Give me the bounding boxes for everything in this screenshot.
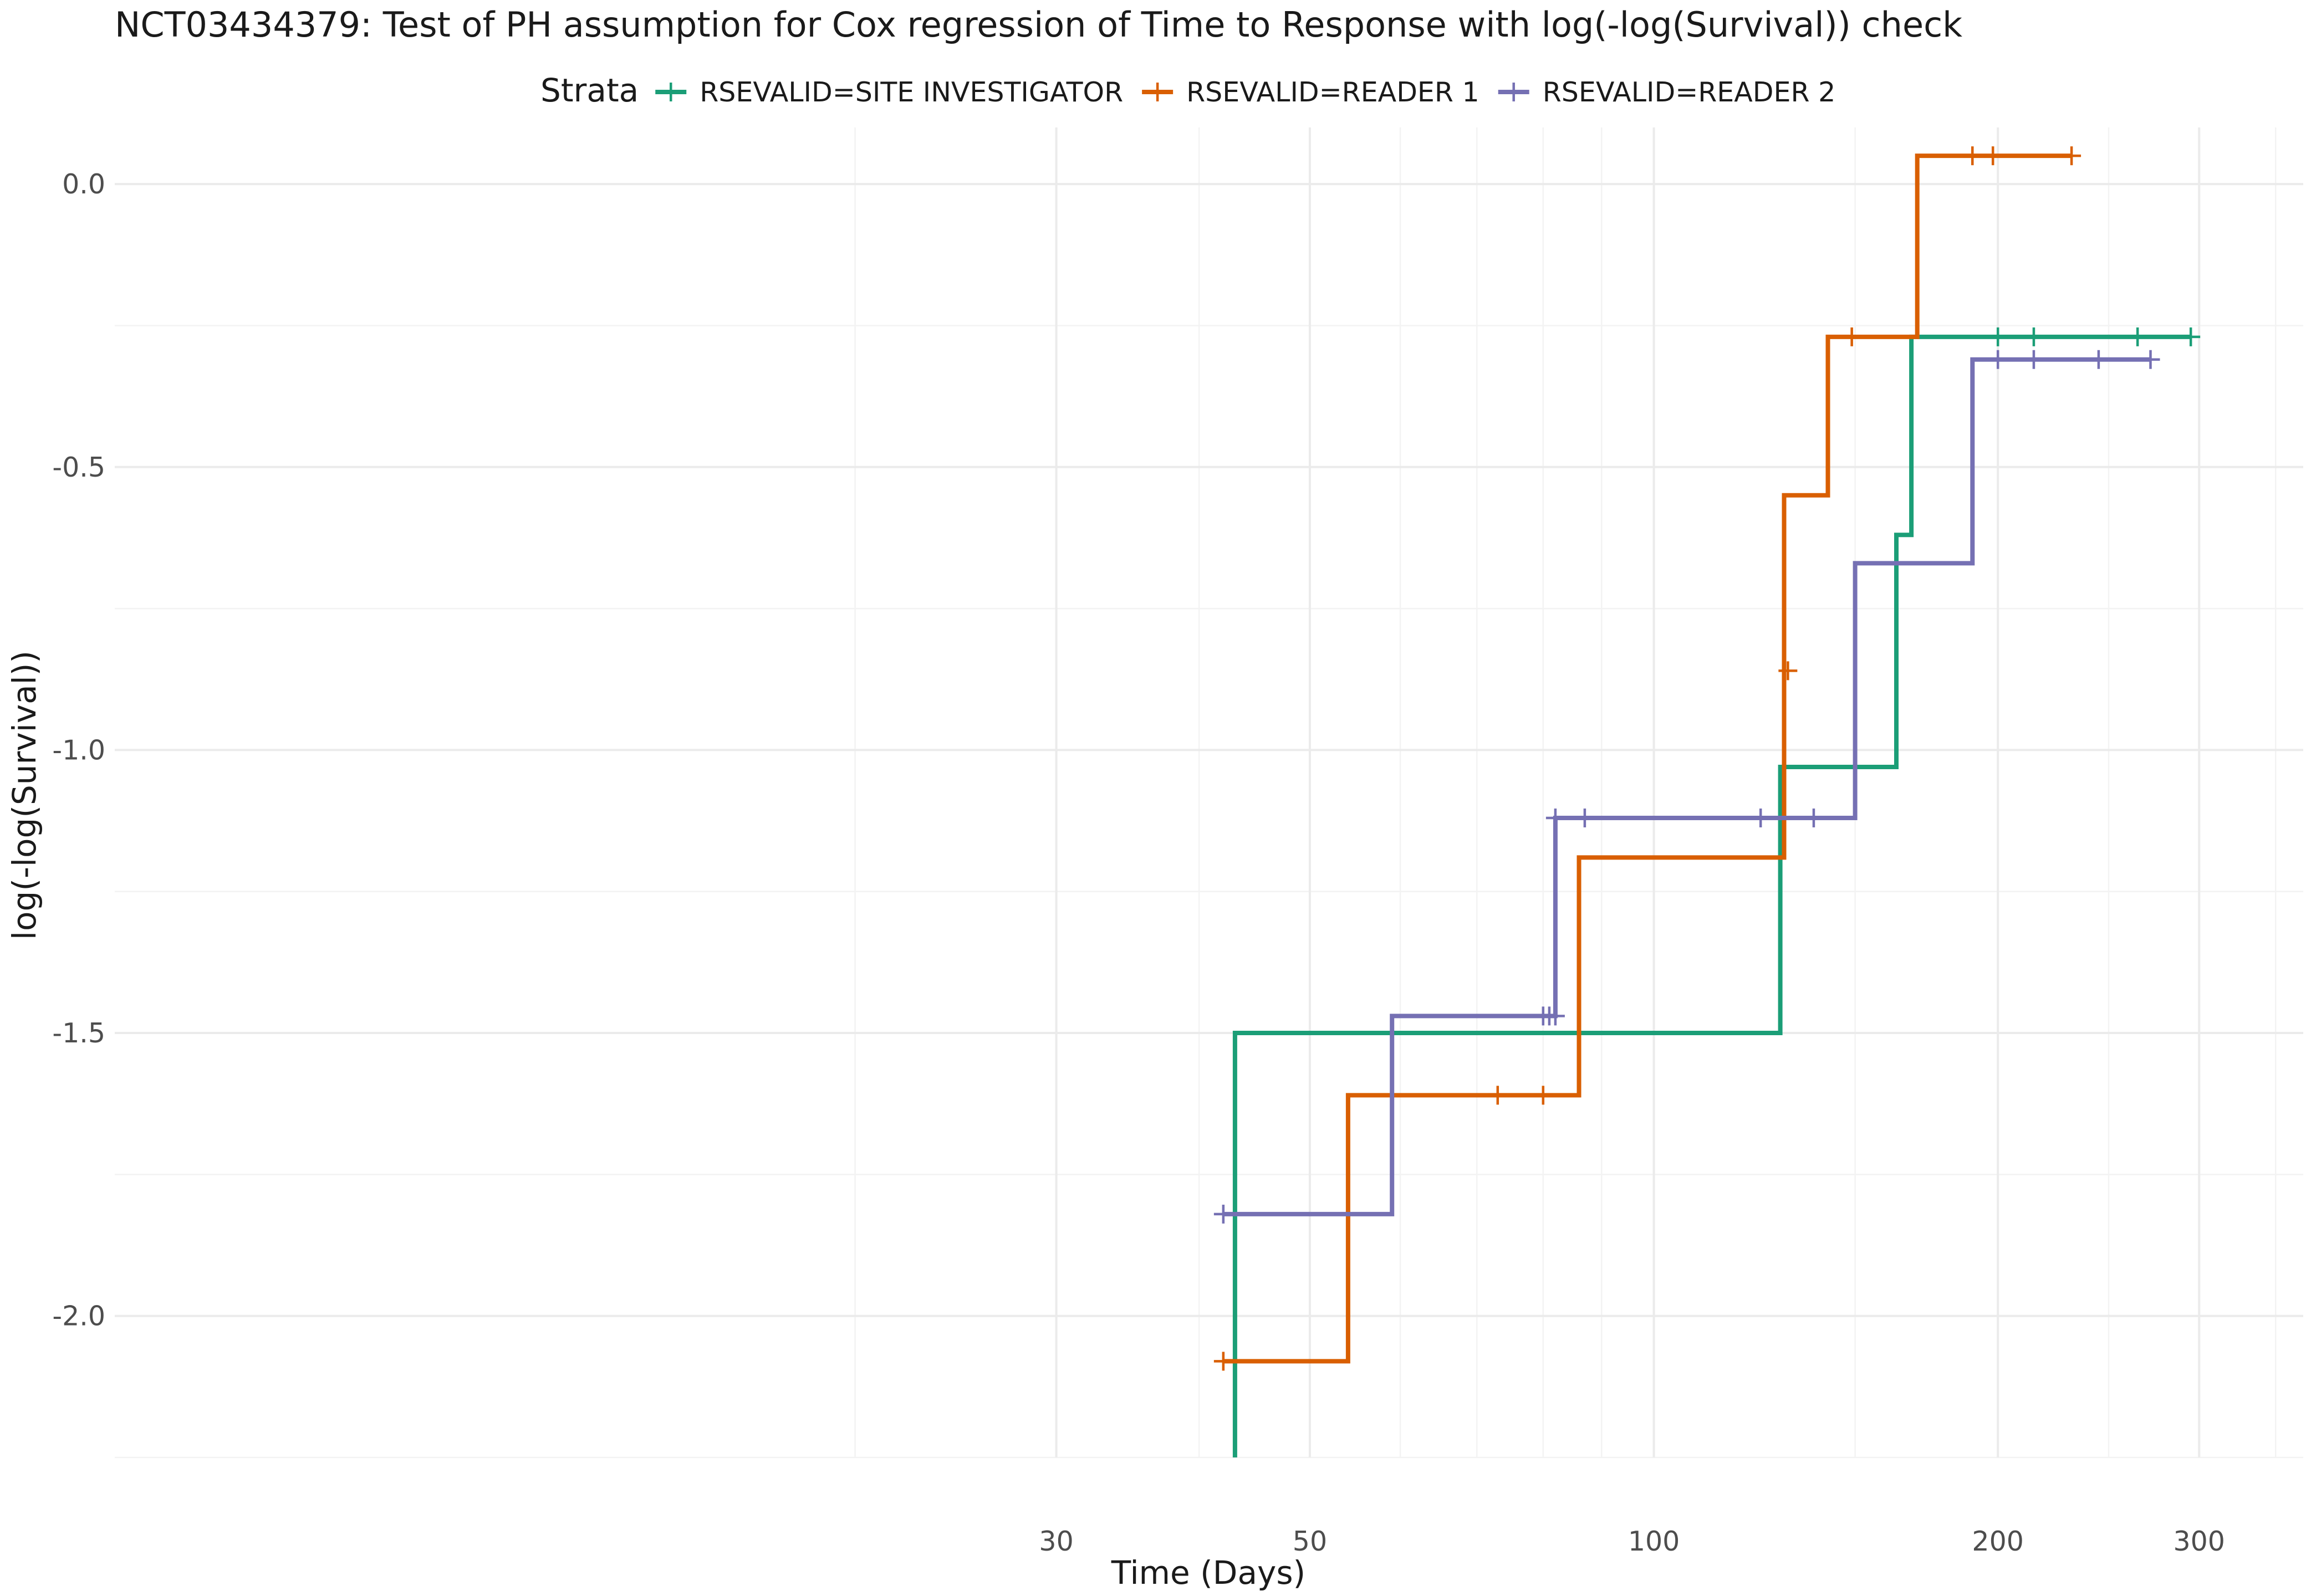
series-layer xyxy=(1213,146,2201,1457)
x-tick-label: 100 xyxy=(1628,1526,1680,1557)
x-tick-label: 50 xyxy=(1293,1526,1327,1557)
series-2 xyxy=(1213,146,2081,1371)
legend-label: RSEVALID=SITE INVESTIGATOR xyxy=(700,76,1123,108)
x-axis-title: Time (Days) xyxy=(1111,1554,1305,1592)
censor-mark xyxy=(1983,146,2003,166)
y-tick-label: -1.5 xyxy=(52,1017,105,1049)
minor-gridlines xyxy=(115,127,2303,1459)
censor-mark xyxy=(2089,350,2108,369)
chart-title: NCT03434379: Test of PH assumption for C… xyxy=(115,4,1962,45)
x-axis-ticks: 30 50 100 200 300 xyxy=(1039,1526,2225,1557)
major-gridlines xyxy=(115,127,2303,1457)
censor-mark xyxy=(1545,808,1565,827)
y-tick-label: -0.5 xyxy=(52,452,105,483)
censor-mark xyxy=(1213,1352,1233,1371)
censor-mark xyxy=(1804,808,1823,827)
censor-mark xyxy=(2024,327,2043,346)
y-axis-ticks: 0.0 -0.5 -1.0 -1.5 -2.0 xyxy=(52,168,105,1332)
legend-key xyxy=(1498,83,1529,101)
censor-mark xyxy=(1575,808,1594,827)
y-tick-label: -1.0 xyxy=(52,734,105,766)
legend-title: Strata xyxy=(540,71,639,109)
legend-label: RSEVALID=READER 1 xyxy=(1186,76,1479,108)
censor-mark xyxy=(1751,808,1771,827)
censor-mark xyxy=(1988,327,2008,346)
x-tick-label: 200 xyxy=(1972,1526,2024,1557)
y-axis-title: log(-log(Survival)) xyxy=(6,651,43,940)
censor-mark xyxy=(1778,661,1798,681)
y-tick-label: -2.0 xyxy=(52,1301,105,1332)
censor-mark xyxy=(2128,327,2147,346)
censor-mark xyxy=(2062,146,2081,166)
series-1 xyxy=(1232,327,2201,1457)
y-tick-label: 0.0 xyxy=(62,168,105,200)
legend-label: RSEVALID=READER 2 xyxy=(1543,76,1836,108)
censor-mark xyxy=(1488,1086,1507,1105)
series-line xyxy=(1223,357,2151,1216)
censor-mark xyxy=(1545,1006,1565,1026)
censor-mark xyxy=(1533,1086,1553,1105)
legend-key xyxy=(655,83,687,101)
series-3 xyxy=(1213,350,2160,1224)
censor-mark xyxy=(1988,350,2008,369)
censor-mark xyxy=(2141,350,2160,369)
legend-key xyxy=(1142,83,1174,101)
censor-mark xyxy=(1842,327,1861,346)
series-line xyxy=(1232,334,2191,1457)
censor-mark xyxy=(1963,146,1982,166)
x-tick-label: 30 xyxy=(1039,1526,1073,1557)
series-line xyxy=(1223,154,2072,1364)
legend: Strata RSEVALID=SITE INVESTIGATOR RSEVALI… xyxy=(540,71,1835,109)
censor-mark xyxy=(1213,1204,1233,1224)
censor-mark xyxy=(2024,350,2043,369)
censor-mark xyxy=(2181,327,2201,346)
x-tick-label: 300 xyxy=(2173,1526,2225,1557)
